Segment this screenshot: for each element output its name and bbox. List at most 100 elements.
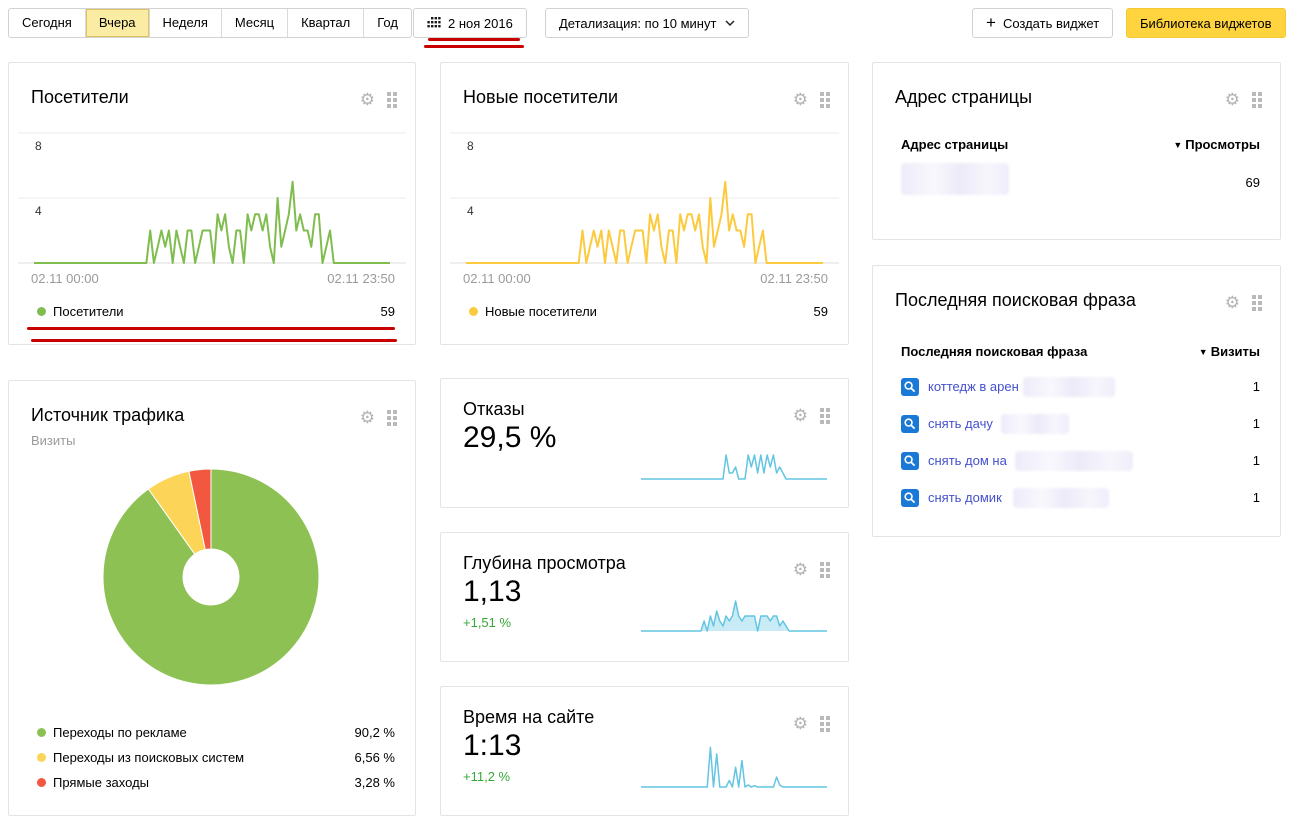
x-axis-end: 02.11 23:50 [760, 271, 828, 286]
tab-year[interactable]: Год [363, 9, 411, 37]
widget-time-on-site: Время на сайте ⚙ 1:13 +11,2 % [440, 686, 849, 816]
chevron-down-icon [725, 19, 735, 27]
search-phrase-link[interactable]: снять домик [928, 490, 1002, 505]
metric-value: 29,5 % [463, 421, 557, 454]
legend-value: 59 [813, 304, 828, 319]
blurred-url-cell [901, 163, 1009, 195]
red-underline-annotation [424, 45, 524, 48]
drag-handle-icon[interactable] [387, 91, 397, 108]
legend-dot [37, 753, 46, 762]
visits-value: 1 [1252, 453, 1260, 468]
gear-icon[interactable]: ⚙ [359, 90, 375, 109]
widget-visitors: Посетители ⚙ 8 4 02.11 00:00 02.11 23:50… [8, 62, 416, 345]
legend-label: Посетители [53, 304, 124, 319]
widget-page-url: Адрес страницы ⚙ Адрес страницы ▼ Просмот… [872, 62, 1281, 240]
gear-icon[interactable]: ⚙ [792, 406, 808, 425]
column-header-phrase[interactable]: Последняя поисковая фраза [901, 344, 1088, 359]
legend-dot [37, 728, 46, 737]
search-phrase-row: снять дачу 1 [873, 414, 1280, 437]
drag-handle-icon[interactable] [1252, 294, 1262, 311]
legend-row: Посетители 59 [9, 303, 415, 321]
red-underline-annotation [31, 339, 397, 342]
blurred-phrase-tail [1013, 488, 1109, 508]
date-label: 2 ноя 2016 [448, 15, 513, 31]
widget-title: Адрес страницы [895, 87, 1033, 107]
tab-month[interactable]: Месяц [220, 9, 287, 37]
tab-today[interactable]: Сегодня [22, 15, 72, 30]
widget-title: Новые посетители [463, 87, 619, 107]
plus-icon: + [986, 13, 996, 32]
x-axis-start: 02.11 00:00 [463, 271, 531, 286]
legend-value: 6,56 % [354, 750, 395, 765]
gear-icon[interactable]: ⚙ [1224, 293, 1240, 312]
search-phrase-link[interactable]: коттедж в арен [928, 379, 1019, 394]
blurred-phrase-tail [1023, 377, 1115, 397]
x-axis-end: 02.11 23:50 [327, 271, 395, 286]
column-header-url[interactable]: Адрес страницы [901, 137, 1009, 152]
legend-value: 59 [380, 304, 395, 319]
widget-subtitle: Визиты [31, 433, 76, 448]
widget-library-label: Библиотека виджетов [1140, 15, 1272, 31]
search-phrase-row: коттедж в арен 1 [873, 377, 1280, 400]
search-icon[interactable] [901, 378, 919, 396]
calendar-grid-icon [427, 17, 441, 29]
search-icon[interactable] [901, 489, 919, 507]
metric-delta: +1,51 % [463, 615, 512, 630]
widget-library-button[interactable]: Библиотека виджетов [1126, 8, 1286, 38]
legend-dot [37, 778, 46, 787]
column-header-views[interactable]: ▼ Просмотры [1173, 137, 1260, 152]
blurred-phrase-tail [1015, 451, 1133, 471]
visits-value: 1 [1252, 379, 1260, 394]
widget-title: Источник трафика [31, 405, 185, 425]
traffic-source-donut-chart [102, 468, 320, 686]
widget-title: Посетители [31, 87, 129, 107]
x-axis-start: 02.11 00:00 [31, 271, 99, 286]
widget-new-visitors: Новые посетители ⚙ 8 4 02.11 00:00 02.11… [440, 62, 849, 345]
gear-icon[interactable]: ⚙ [792, 560, 808, 579]
metric-value: 1,13 [463, 575, 522, 608]
drag-handle-icon[interactable] [1252, 91, 1262, 108]
detail-label: Детализация: по 10 минут [559, 15, 717, 31]
widget-bounces: Отказы ⚙ 29,5 % [440, 378, 849, 508]
detail-dropdown[interactable]: Детализация: по 10 минут [545, 8, 750, 38]
search-phrase-link[interactable]: снять дом на [928, 453, 1007, 468]
visits-value: 1 [1252, 416, 1260, 431]
blurred-phrase-tail [1001, 414, 1069, 434]
gear-icon[interactable]: ⚙ [792, 90, 808, 109]
gear-icon[interactable]: ⚙ [359, 408, 375, 427]
red-underline-annotation [27, 327, 395, 330]
period-tab-group: Сегодня Вчера Неделя Месяц Квартал Год [8, 8, 412, 38]
new-visitors-line-chart [450, 132, 839, 264]
widget-title: Отказы [463, 399, 525, 419]
tab-yesterday[interactable]: Вчера [84, 9, 149, 37]
gear-icon[interactable]: ⚙ [792, 714, 808, 733]
drag-handle-icon[interactable] [820, 407, 830, 424]
create-widget-label: Создать виджет [1002, 15, 1100, 31]
visitors-line-chart [18, 132, 406, 264]
create-widget-button[interactable]: + Создать виджет [972, 8, 1114, 38]
drag-handle-icon[interactable] [820, 561, 830, 578]
y-tick: 8 [35, 139, 42, 153]
legend-label: Переходы из поисковых систем [53, 750, 245, 765]
drag-handle-icon[interactable] [387, 409, 397, 426]
visits-value: 1 [1252, 490, 1260, 505]
tab-week[interactable]: Неделя [148, 9, 221, 37]
tab-quarter[interactable]: Квартал [287, 9, 363, 37]
legend-label: Переходы по рекламе [53, 725, 187, 740]
drag-handle-icon[interactable] [820, 91, 830, 108]
drag-handle-icon[interactable] [820, 715, 830, 732]
legend-value: 3,28 % [354, 775, 395, 790]
search-icon[interactable] [901, 415, 919, 433]
metric-value: 1:13 [463, 729, 522, 762]
depth-sparkline [641, 600, 827, 632]
legend-label: Прямые заходы [53, 775, 150, 790]
legend-row: Переходы из поисковых систем 6,56 % [9, 749, 415, 767]
gear-icon[interactable]: ⚙ [1224, 90, 1240, 109]
metric-delta: +11,2 % [463, 769, 511, 784]
search-icon[interactable] [901, 452, 919, 470]
legend-dot [37, 307, 46, 316]
search-phrase-link[interactable]: снять дачу [928, 416, 993, 431]
y-tick: 4 [35, 204, 42, 218]
column-header-visits[interactable]: ▼ Визиты [1198, 344, 1260, 359]
date-picker-button[interactable]: 2 ноя 2016 [413, 8, 527, 38]
